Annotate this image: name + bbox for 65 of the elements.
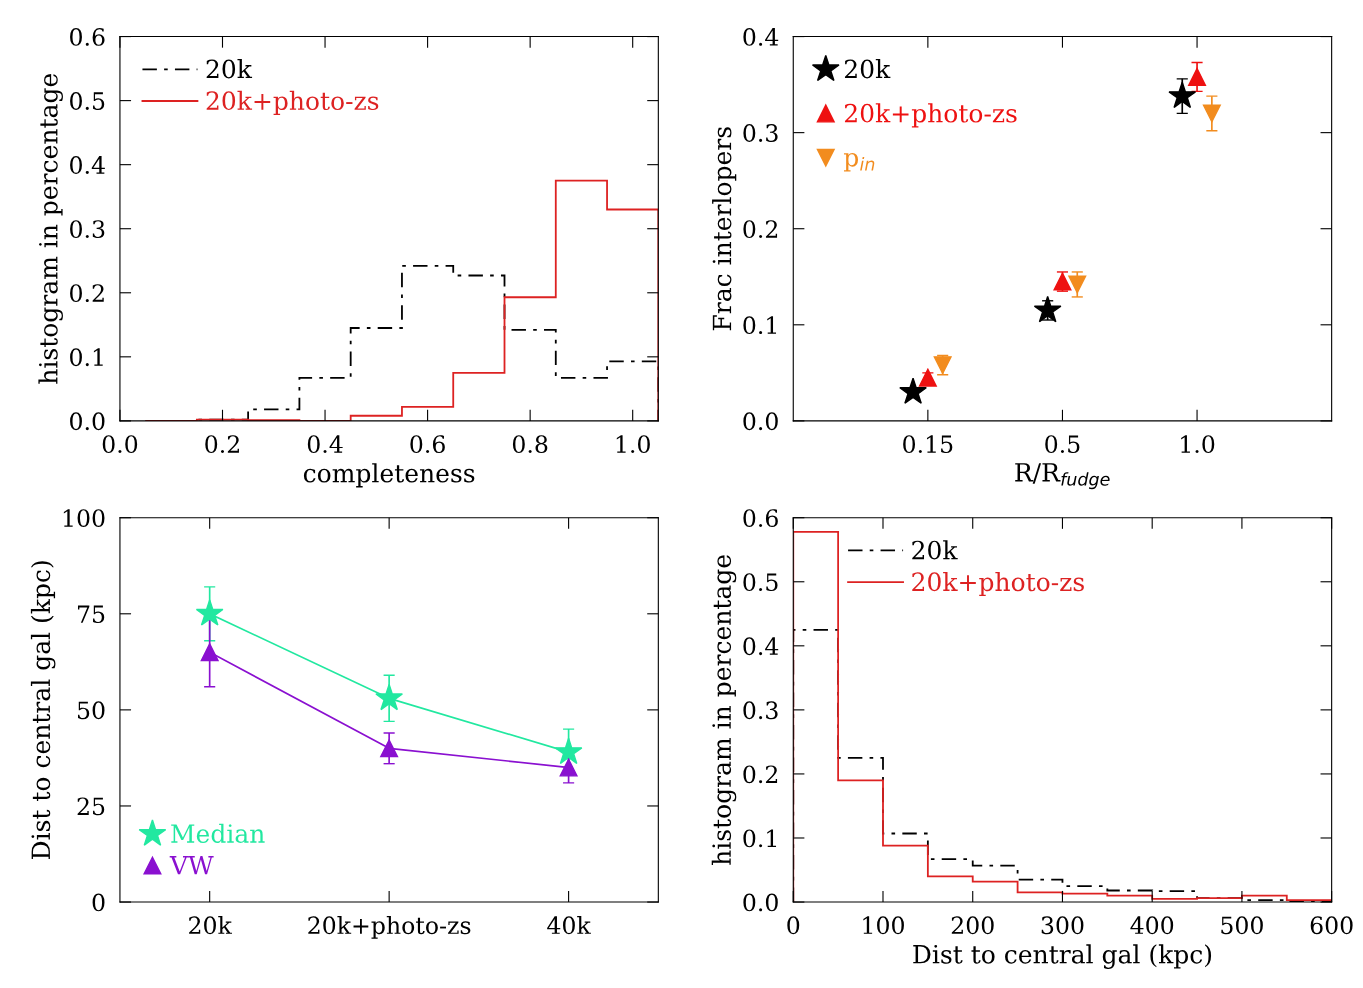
y-tick-label: 50 — [78, 701, 105, 720]
y-tick-label: 0.1 — [743, 829, 777, 848]
y-tick-label: 0.3 — [743, 124, 778, 142]
y-tick-label: 0.5 — [70, 92, 105, 110]
y-tick-label: 0.3 — [743, 701, 778, 720]
x-tick-label: 500 — [1221, 916, 1263, 935]
y-tick-label: 0.6 — [743, 509, 778, 528]
y-tick-label: 0.1 — [70, 348, 103, 367]
x-tick-label: 20k — [189, 915, 233, 935]
y-tick-label: 0.0 — [70, 412, 105, 431]
legend-label: p$_{in}$ — [843, 152, 875, 172]
legend-label: 20k — [206, 59, 253, 79]
y-tick-label: 75 — [77, 605, 105, 624]
x-axis-title: Dist to central gal (kpc) — [913, 944, 1212, 969]
y-tick-label: 0.5 — [743, 573, 778, 592]
point — [554, 737, 583, 765]
x-tick-label: 0 — [787, 916, 800, 935]
x-tick-label: 100 — [863, 916, 904, 935]
x-tick-label: 40k — [547, 915, 591, 935]
point — [195, 599, 224, 626]
y-tick-label: 0.4 — [743, 28, 779, 46]
x-tick-label: 0.8 — [512, 435, 548, 454]
x-tick-label: 600 — [1310, 916, 1353, 935]
x-axis-title: R/R$_{fudge}$ — [1015, 463, 1110, 490]
x-tick-label: 20k+photo-zs — [308, 915, 471, 939]
y-tick-label: 0.0 — [743, 893, 778, 912]
y-tick-label: 0.1 — [743, 316, 777, 335]
legend-label: 20k — [912, 540, 958, 560]
y-tick-label: 0.0 — [743, 412, 778, 431]
legend-label: 20k+photo-zs — [844, 103, 1017, 128]
x-tick-label: 0.4 — [307, 435, 343, 454]
y-tick-label: 0.4 — [743, 637, 779, 656]
y-tick-label: 0 — [92, 893, 105, 912]
y-tick-label: 0.3 — [70, 220, 105, 239]
legend-label: Median — [171, 823, 265, 843]
x-tick-label: 0.5 — [1045, 435, 1080, 454]
legend-label: 20k — [844, 59, 891, 79]
x-tick-label: 0.2 — [205, 435, 239, 454]
x-tick-label: 0.0 — [102, 435, 138, 454]
x-tick-label: 1.0 — [1181, 435, 1215, 454]
y-axis-title: Dist to central gal (kpc) — [30, 561, 56, 860]
y-tick-label: 0.2 — [70, 284, 104, 303]
x-tick-label: 0.15 — [903, 435, 953, 454]
y-axis-title: histogram in percentage — [711, 555, 737, 865]
point — [559, 758, 578, 777]
y-axis-title: Frac interlopers — [712, 127, 737, 331]
y-tick-label: 25 — [77, 797, 105, 816]
point — [375, 683, 404, 711]
legend-label: VW — [169, 856, 214, 875]
y-tick-label: 0.6 — [70, 28, 105, 46]
point — [200, 643, 219, 662]
x-axis-title: completeness — [303, 463, 475, 488]
legend-label: 20k+photo-zs — [912, 571, 1084, 597]
y-tick-label: 0.4 — [70, 156, 105, 174]
x-tick-label: 0.6 — [410, 435, 445, 454]
x-tick-label: 300 — [1041, 916, 1084, 935]
legend-label: 20k+photo-zs — [206, 90, 379, 115]
x-tick-label: 200 — [951, 916, 994, 935]
y-tick-label: 0.2 — [743, 765, 778, 784]
x-tick-label: 400 — [1130, 916, 1174, 935]
y-tick-label: 100 — [63, 509, 105, 528]
y-axis-title: histogram in percentage — [38, 73, 63, 384]
x-tick-label: 1.0 — [616, 435, 650, 454]
point — [380, 739, 399, 758]
y-tick-label: 0.2 — [743, 220, 778, 239]
